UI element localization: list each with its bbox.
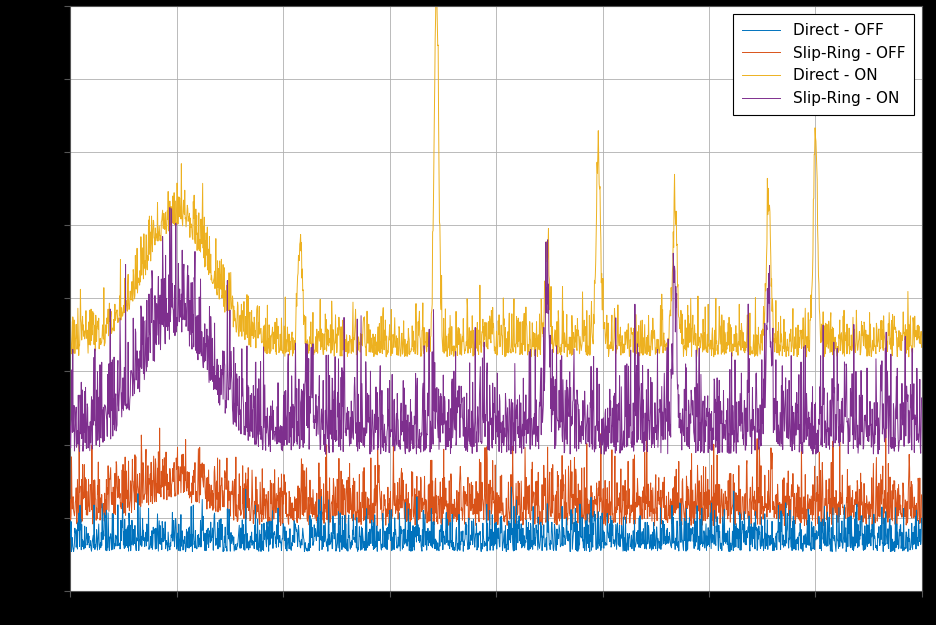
Slip-Ring - ON: [736, 369, 747, 377]
Direct - ON: [479, 319, 490, 326]
Direct - ON: [916, 344, 928, 351]
Slip-Ring - ON: [65, 422, 76, 430]
Slip-Ring - ON: [892, 414, 903, 422]
Line: Slip-Ring - ON: Slip-Ring - ON: [70, 208, 922, 454]
Slip-Ring - OFF: [108, 510, 119, 518]
Slip-Ring - ON: [108, 421, 119, 428]
Slip-Ring - OFF: [736, 514, 747, 522]
Direct - ON: [736, 320, 747, 328]
Slip-Ring - ON: [320, 451, 331, 458]
Slip-Ring - OFF: [892, 485, 903, 492]
Direct - OFF: [736, 546, 747, 554]
Direct - ON: [892, 353, 903, 361]
Direct - ON: [108, 316, 119, 323]
Direct - OFF: [826, 548, 838, 556]
Direct - ON: [457, 332, 468, 340]
Direct - OFF: [892, 528, 903, 536]
Direct - ON: [65, 324, 76, 331]
Direct - ON: [381, 353, 392, 361]
Slip-Ring - ON: [457, 414, 468, 421]
Direct - OFF: [456, 534, 467, 542]
Line: Slip-Ring - OFF: Slip-Ring - OFF: [70, 414, 922, 526]
Direct - ON: [892, 342, 903, 350]
Line: Direct - ON: Direct - ON: [70, 0, 922, 357]
Slip-Ring - OFF: [784, 522, 796, 529]
Slip-Ring - ON: [916, 394, 928, 402]
Slip-Ring - OFF: [641, 411, 652, 418]
Slip-Ring - ON: [164, 204, 175, 211]
Direct - OFF: [478, 542, 490, 550]
Slip-Ring - OFF: [456, 504, 467, 511]
Legend: Direct - OFF, Slip-Ring - OFF, Direct - ON, Slip-Ring - ON: Direct - OFF, Slip-Ring - OFF, Direct - …: [733, 14, 914, 115]
Direct - OFF: [892, 541, 903, 548]
Slip-Ring - OFF: [478, 499, 490, 506]
Line: Direct - OFF: Direct - OFF: [70, 487, 922, 552]
Slip-Ring - ON: [892, 364, 903, 372]
Slip-Ring - OFF: [892, 501, 903, 508]
Slip-Ring - OFF: [916, 491, 928, 499]
Slip-Ring - ON: [479, 433, 490, 441]
Direct - OFF: [108, 530, 119, 538]
Direct - OFF: [505, 483, 517, 491]
Slip-Ring - OFF: [65, 496, 76, 503]
Direct - OFF: [916, 514, 928, 522]
Direct - OFF: [65, 522, 76, 529]
